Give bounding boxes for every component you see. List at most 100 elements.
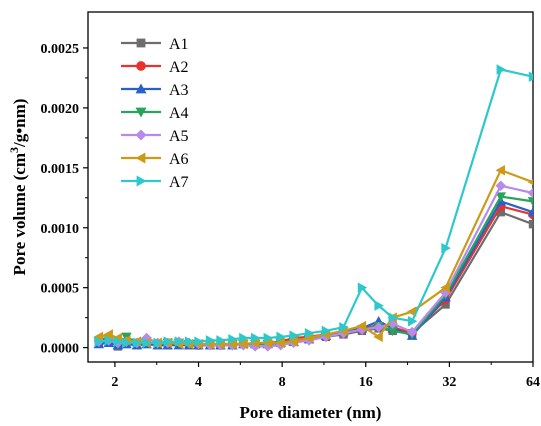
data-point-A7 — [163, 336, 174, 347]
data-point-A7 — [174, 336, 185, 347]
data-point-A6 — [288, 336, 298, 347]
series-A1 — [94, 207, 533, 351]
legend-item-A7: A7 — [121, 174, 189, 191]
data-point-A6 — [93, 331, 104, 343]
data-point-A6 — [262, 337, 272, 349]
y-axis-title-suffix: /g•nm) — [10, 99, 29, 148]
data-point-A7 — [528, 71, 533, 82]
y-tick-label: 0.0010 — [41, 222, 80, 237]
x-axis-title: Pore diameter (nm) — [240, 403, 382, 422]
data-point-A6 — [440, 282, 450, 293]
data-point-A7 — [407, 315, 418, 327]
data-point-A4 — [527, 197, 533, 207]
data-point-A6 — [303, 332, 314, 344]
data-point-A7 — [276, 331, 286, 343]
legend-item-A2: A2 — [121, 59, 189, 76]
data-point-A7 — [304, 327, 315, 339]
series-line-A2 — [98, 205, 533, 347]
y-axis-title-sup: 3 — [7, 147, 21, 153]
data-point-A4 — [387, 326, 398, 337]
data-point-A4 — [495, 192, 507, 202]
data-point-A7 — [388, 312, 398, 323]
data-point-A7 — [184, 336, 195, 347]
y-axis-title-prefix: Pore volume (cm — [10, 153, 29, 275]
y-tick-label: 0.0025 — [41, 42, 80, 57]
data-point-A7 — [496, 64, 507, 75]
legend-marker — [136, 38, 146, 48]
x-tick-label: 2 — [111, 375, 118, 390]
data-point-A6 — [227, 338, 237, 350]
series-line-A7 — [98, 68, 533, 344]
data-point-A7 — [289, 330, 299, 341]
legend-label: A1 — [169, 36, 189, 53]
data-point-A7 — [357, 282, 368, 293]
series-layer — [93, 64, 533, 352]
data-point-A6 — [103, 329, 113, 340]
series-A3 — [93, 196, 533, 350]
data-point-A3 — [527, 206, 533, 217]
y-tick-label: 0.0015 — [41, 162, 80, 177]
x-tick-label: 32 — [442, 375, 456, 390]
x-tick-label: 16 — [359, 375, 373, 390]
x-tick-label: 8 — [279, 375, 286, 390]
data-point-A7 — [113, 336, 124, 347]
series-line-A3 — [98, 200, 533, 347]
data-point-A7 — [441, 242, 451, 254]
data-point-A7 — [132, 337, 143, 349]
legend-item-A4: A4 — [121, 105, 189, 122]
data-point-A5 — [406, 326, 418, 338]
x-tick-label: 64 — [526, 375, 540, 390]
data-point-A7 — [239, 332, 249, 344]
data-point-A7 — [228, 333, 238, 345]
legend-marker — [135, 107, 147, 118]
data-point-A1 — [528, 219, 533, 229]
legend-label: A7 — [169, 174, 189, 191]
legend: A1 A2 A3 A4 A5 A6 A7 — [121, 36, 189, 191]
data-point-A7 — [205, 335, 216, 346]
plot-frame — [87, 11, 534, 363]
series-A2 — [94, 201, 533, 350]
series-A7 — [94, 64, 533, 349]
data-point-A7 — [194, 336, 204, 347]
y-tick-label: 0.0005 — [41, 282, 80, 297]
data-point-A1 — [496, 207, 505, 217]
data-point-A7 — [374, 300, 384, 311]
data-point-A6 — [356, 320, 367, 332]
legend-label: A6 — [169, 151, 189, 168]
legend-label: A2 — [169, 59, 189, 76]
y-axis-title: Pore volume (cm3/g•nm) — [7, 99, 29, 276]
data-point-A7 — [122, 337, 132, 349]
data-point-A7 — [251, 332, 261, 344]
plot-area — [93, 64, 533, 352]
data-point-A5 — [373, 321, 384, 333]
data-point-A7 — [153, 337, 163, 349]
data-point-A6 — [249, 337, 260, 349]
data-point-A6 — [238, 338, 248, 350]
data-point-A6 — [406, 306, 417, 317]
legend-marker — [136, 175, 147, 187]
data-point-A5 — [527, 187, 533, 199]
data-point-A7 — [104, 335, 114, 346]
y-tick-label: 0.0020 — [41, 102, 80, 117]
data-point-A7 — [263, 332, 274, 344]
legend-item-A1: A1 — [121, 36, 189, 53]
data-point-A1 — [441, 300, 450, 309]
legend-item-A6: A6 — [121, 151, 189, 168]
legend-item-A3: A3 — [121, 82, 189, 99]
legend-item-A5: A5 — [121, 128, 189, 145]
legend-marker — [135, 152, 146, 164]
legend-label: A4 — [169, 105, 189, 122]
data-point-A7 — [216, 335, 226, 346]
legend-label: A5 — [169, 128, 189, 145]
data-point-A6 — [373, 331, 383, 343]
series-line-A4 — [98, 195, 533, 347]
series-line-A1 — [98, 211, 533, 348]
data-point-A6 — [495, 164, 505, 176]
y-tick-label: 0.0000 — [41, 342, 80, 357]
data-point-A5 — [495, 180, 507, 192]
x-tick-label: 4 — [195, 375, 202, 390]
data-point-A6 — [527, 179, 533, 186]
legend-marker — [135, 129, 147, 141]
series-A4 — [93, 192, 533, 351]
